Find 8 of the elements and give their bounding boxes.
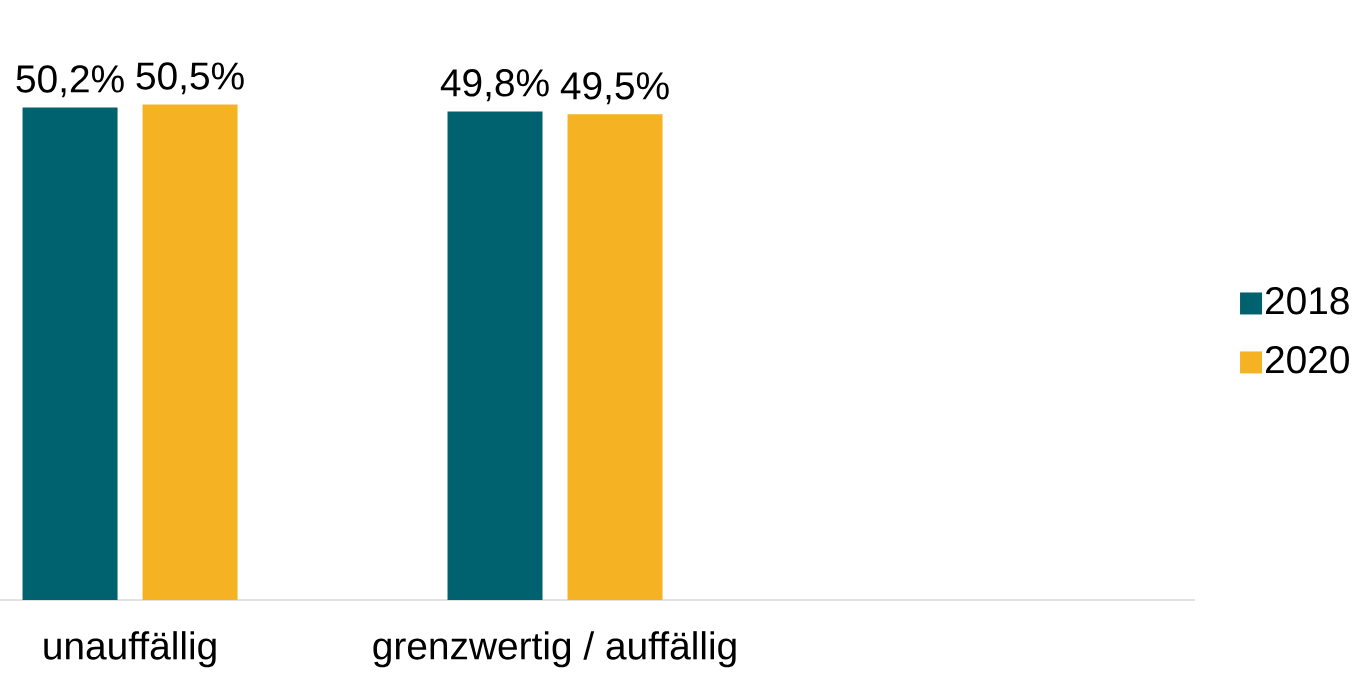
legend-label: 2020 <box>1265 345 1349 374</box>
x-tick-label: unauffällig <box>44 631 216 668</box>
data-label: 49,5% <box>560 72 669 105</box>
data-label: 49,8% <box>440 69 549 102</box>
x-tick-label: grenzwertig / auffällig <box>373 631 736 668</box>
legend-label: 2018 <box>1265 286 1349 315</box>
data-label: 50,2% <box>16 65 124 98</box>
data-label: 50,5% <box>136 62 244 95</box>
